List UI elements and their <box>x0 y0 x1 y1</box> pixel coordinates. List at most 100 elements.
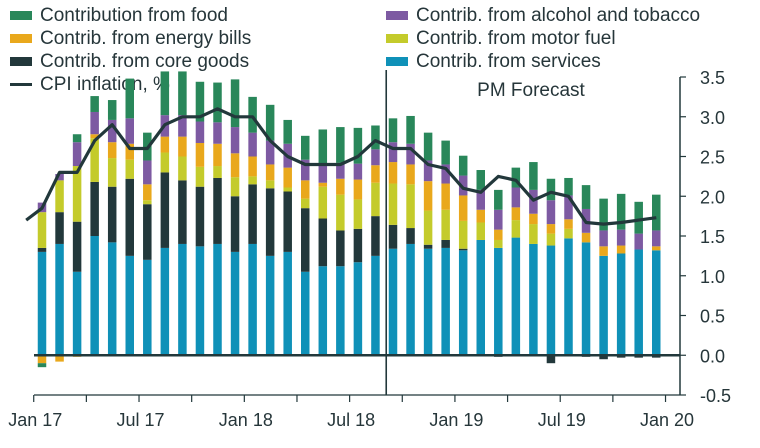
bar-segment-contrib-from-motor-fuel-jun-17 <box>125 159 134 179</box>
bar-segment-contrib-from-alcohol-and-tobacco-apr-19 <box>511 187 521 208</box>
bar-segment-contrib-from-energy-bills-jun-19 <box>546 224 556 234</box>
bar-segment-contrib-from-core-goods-oct-17 <box>195 186 205 247</box>
legend-label-energy: Contrib. from energy bills <box>40 28 252 49</box>
bar-segment-contrib-from-services-dec-18 <box>441 247 450 356</box>
legend-swatch-motor-fuel <box>386 34 408 43</box>
bar-segment-contrib-from-core-goods-jun-19 <box>546 355 556 364</box>
bar-segment-contrib-from-services-nov-17 <box>213 243 222 356</box>
bar-segment-contribution-from-food-may-17 <box>107 100 117 120</box>
legend-item-cpi: CPI inflation, % <box>10 73 170 96</box>
bar-segment-contrib-from-energy-bills-jul-18 <box>353 179 363 200</box>
bar-segment-contrib-from-motor-fuel-jul-19 <box>564 228 573 239</box>
bar-segment-contrib-from-core-goods-nov-18 <box>423 244 433 249</box>
legend-swatch-cpi <box>10 83 32 86</box>
bar-segment-contrib-from-alcohol-and-tobacco-jul-18 <box>353 163 363 180</box>
bar-segment-contrib-from-motor-fuel-dec-17 <box>230 177 240 197</box>
bar-segment-contrib-from-alcohol-and-tobacco-jul-17 <box>143 160 152 185</box>
bar-segment-contrib-from-services-jan-17 <box>37 251 47 356</box>
bar-segment-contribution-from-food-jun-19 <box>546 178 556 201</box>
forecast-label: PM Forecast <box>477 80 585 101</box>
bar-segment-contrib-from-core-goods-apr-18 <box>301 208 310 272</box>
bar-segment-contribution-from-food-aug-18 <box>371 125 380 150</box>
bar-segment-contribution-from-food-jul-18 <box>353 127 363 164</box>
bar-segment-contrib-from-services-may-18 <box>318 266 328 356</box>
x-tick-label: Jan 17 <box>8 410 62 430</box>
bar-segment-contrib-from-services-jan-19 <box>458 250 468 356</box>
bar-segment-contrib-from-core-goods-apr-17 <box>90 181 99 236</box>
bar-segment-contrib-from-motor-fuel-jan-18 <box>248 176 257 185</box>
legend-label-cpi: CPI inflation, % <box>40 74 170 95</box>
bar-segment-contrib-from-core-goods-jun-17 <box>125 178 134 256</box>
bar-segment-contribution-from-food-sep-19 <box>599 198 608 231</box>
bar-segment-contrib-from-energy-bills-jan-18 <box>248 156 257 177</box>
bar-segment-contrib-from-motor-fuel-dec-18 <box>441 209 450 240</box>
bar-segment-contrib-from-energy-bills-dec-18 <box>441 183 450 210</box>
legend-item-alcohol: Contrib. from alcohol and tobacco <box>386 4 700 27</box>
y-tick-label: -0.5 <box>700 386 731 406</box>
x-tick-label: Jul 17 <box>117 410 165 430</box>
bar-segment-contrib-from-services-mar-19 <box>494 247 503 356</box>
bar-segment-contrib-from-energy-bills-dec-19 <box>652 246 661 251</box>
bar-segment-contrib-from-alcohol-and-tobacco-feb-19 <box>476 189 485 210</box>
y-tick-label: 1.0 <box>700 267 725 287</box>
bar-segment-contrib-from-core-goods-nov-17 <box>213 177 222 244</box>
bar-segment-contribution-from-food-may-19 <box>529 162 538 190</box>
bar-segment-contribution-from-food-aug-17 <box>160 71 170 116</box>
bar-segment-contrib-from-services-aug-17 <box>160 247 170 356</box>
bar-segment-contrib-from-alcohol-and-tobacco-apr-18 <box>301 159 310 181</box>
bar-segment-contrib-from-services-aug-18 <box>371 255 380 356</box>
x-tick-label: Jan 19 <box>429 410 483 430</box>
bar-segment-contrib-from-alcohol-and-tobacco-aug-18 <box>371 149 380 166</box>
bar-segment-contrib-from-energy-bills-feb-18 <box>265 164 275 181</box>
y-tick-label: 3.5 <box>700 68 725 88</box>
bar-segment-contribution-from-food-aug-19 <box>581 185 591 209</box>
bar-segment-contrib-from-services-jun-19 <box>546 245 556 356</box>
bar-segment-contribution-from-food-oct-19 <box>616 193 626 230</box>
bar-segment-contrib-from-motor-fuel-mar-19 <box>494 239 503 248</box>
y-tick-label: 2.5 <box>700 148 725 168</box>
bar-segment-contrib-from-energy-bills-aug-18 <box>371 165 380 183</box>
bar-segment-contribution-from-food-jun-18 <box>336 127 345 163</box>
bar-segment-contrib-from-services-nov-19 <box>634 249 643 356</box>
bar-segment-contribution-from-food-jan-19 <box>458 155 468 176</box>
bar-segment-contrib-from-alcohol-and-tobacco-oct-19 <box>616 229 626 246</box>
bar-segment-contrib-from-energy-bills-apr-19 <box>511 207 521 221</box>
bar-segment-contrib-from-energy-bills-sep-19 <box>599 246 608 256</box>
bar-segment-contrib-from-motor-fuel-mar-17 <box>72 166 82 222</box>
bar-segment-contrib-from-motor-fuel-may-17 <box>107 158 117 187</box>
x-axis: Jan 17 Jul 17 Jan 18 Jul 18 Jan 19 Jul 19 Jan … <box>8 394 694 430</box>
bar-segment-contribution-from-food-jul-19 <box>564 177 573 196</box>
bar-segment-contrib-from-motor-fuel-mar-18 <box>283 187 292 192</box>
bar-segment-contrib-from-energy-bills-sep-17 <box>178 136 187 157</box>
legend-label-food: Contribution from food <box>40 5 228 26</box>
bar-segment-contrib-from-energy-bills-jun-17 <box>125 143 134 160</box>
bar-segment-contrib-from-energy-bills-feb-19 <box>476 209 485 223</box>
bar-segment-contrib-from-motor-fuel-nov-17 <box>213 166 222 178</box>
y-tick-label: 0.0 <box>700 346 725 366</box>
bar-segment-contrib-from-core-goods-mar-17 <box>72 221 82 272</box>
bar-segment-contrib-from-core-goods-feb-18 <box>265 188 275 256</box>
legend-swatch-energy <box>10 34 32 43</box>
bar-segment-contrib-from-core-goods-aug-17 <box>160 172 170 248</box>
bar-segment-contrib-from-alcohol-and-tobacco-jul-19 <box>564 195 573 220</box>
bar-segment-contrib-from-motor-fuel-may-18 <box>318 186 328 219</box>
bar-segment-contrib-from-motor-fuel-sep-18 <box>388 183 398 225</box>
bar-segment-contrib-from-energy-bills-nov-18 <box>423 181 433 211</box>
bar-segment-contrib-from-services-dec-19 <box>652 250 661 356</box>
bar-segment-contrib-from-motor-fuel-may-19 <box>529 224 538 244</box>
bar-segment-contrib-from-energy-bills-jan-19 <box>458 195 468 221</box>
bar-segment-contrib-from-services-jul-18 <box>353 262 363 356</box>
bar-segment-contrib-from-energy-bills-nov-17 <box>213 143 222 167</box>
bar-segment-contrib-from-alcohol-and-tobacco-jun-18 <box>336 162 345 179</box>
bar-segment-contrib-from-services-feb-18 <box>265 255 275 356</box>
legend-item-motor-fuel: Contrib. from motor fuel <box>386 27 616 50</box>
bar-segment-contrib-from-core-goods-may-18 <box>318 218 328 267</box>
bar-segment-contrib-from-core-goods-mar-18 <box>283 191 292 252</box>
bar-segment-contrib-from-alcohol-and-tobacco-sep-18 <box>388 142 398 163</box>
bar-segment-contribution-from-food-nov-17 <box>213 82 222 123</box>
bar-segment-contrib-from-alcohol-and-tobacco-sep-19 <box>599 230 608 247</box>
bar-segment-contrib-from-alcohol-and-tobacco-jun-17 <box>125 118 134 144</box>
bar-segment-contrib-from-motor-fuel-jan-17 <box>37 212 47 248</box>
bar-segment-contrib-from-services-sep-18 <box>388 248 398 356</box>
bar-segment-contrib-from-energy-bills-may-19 <box>529 213 538 225</box>
